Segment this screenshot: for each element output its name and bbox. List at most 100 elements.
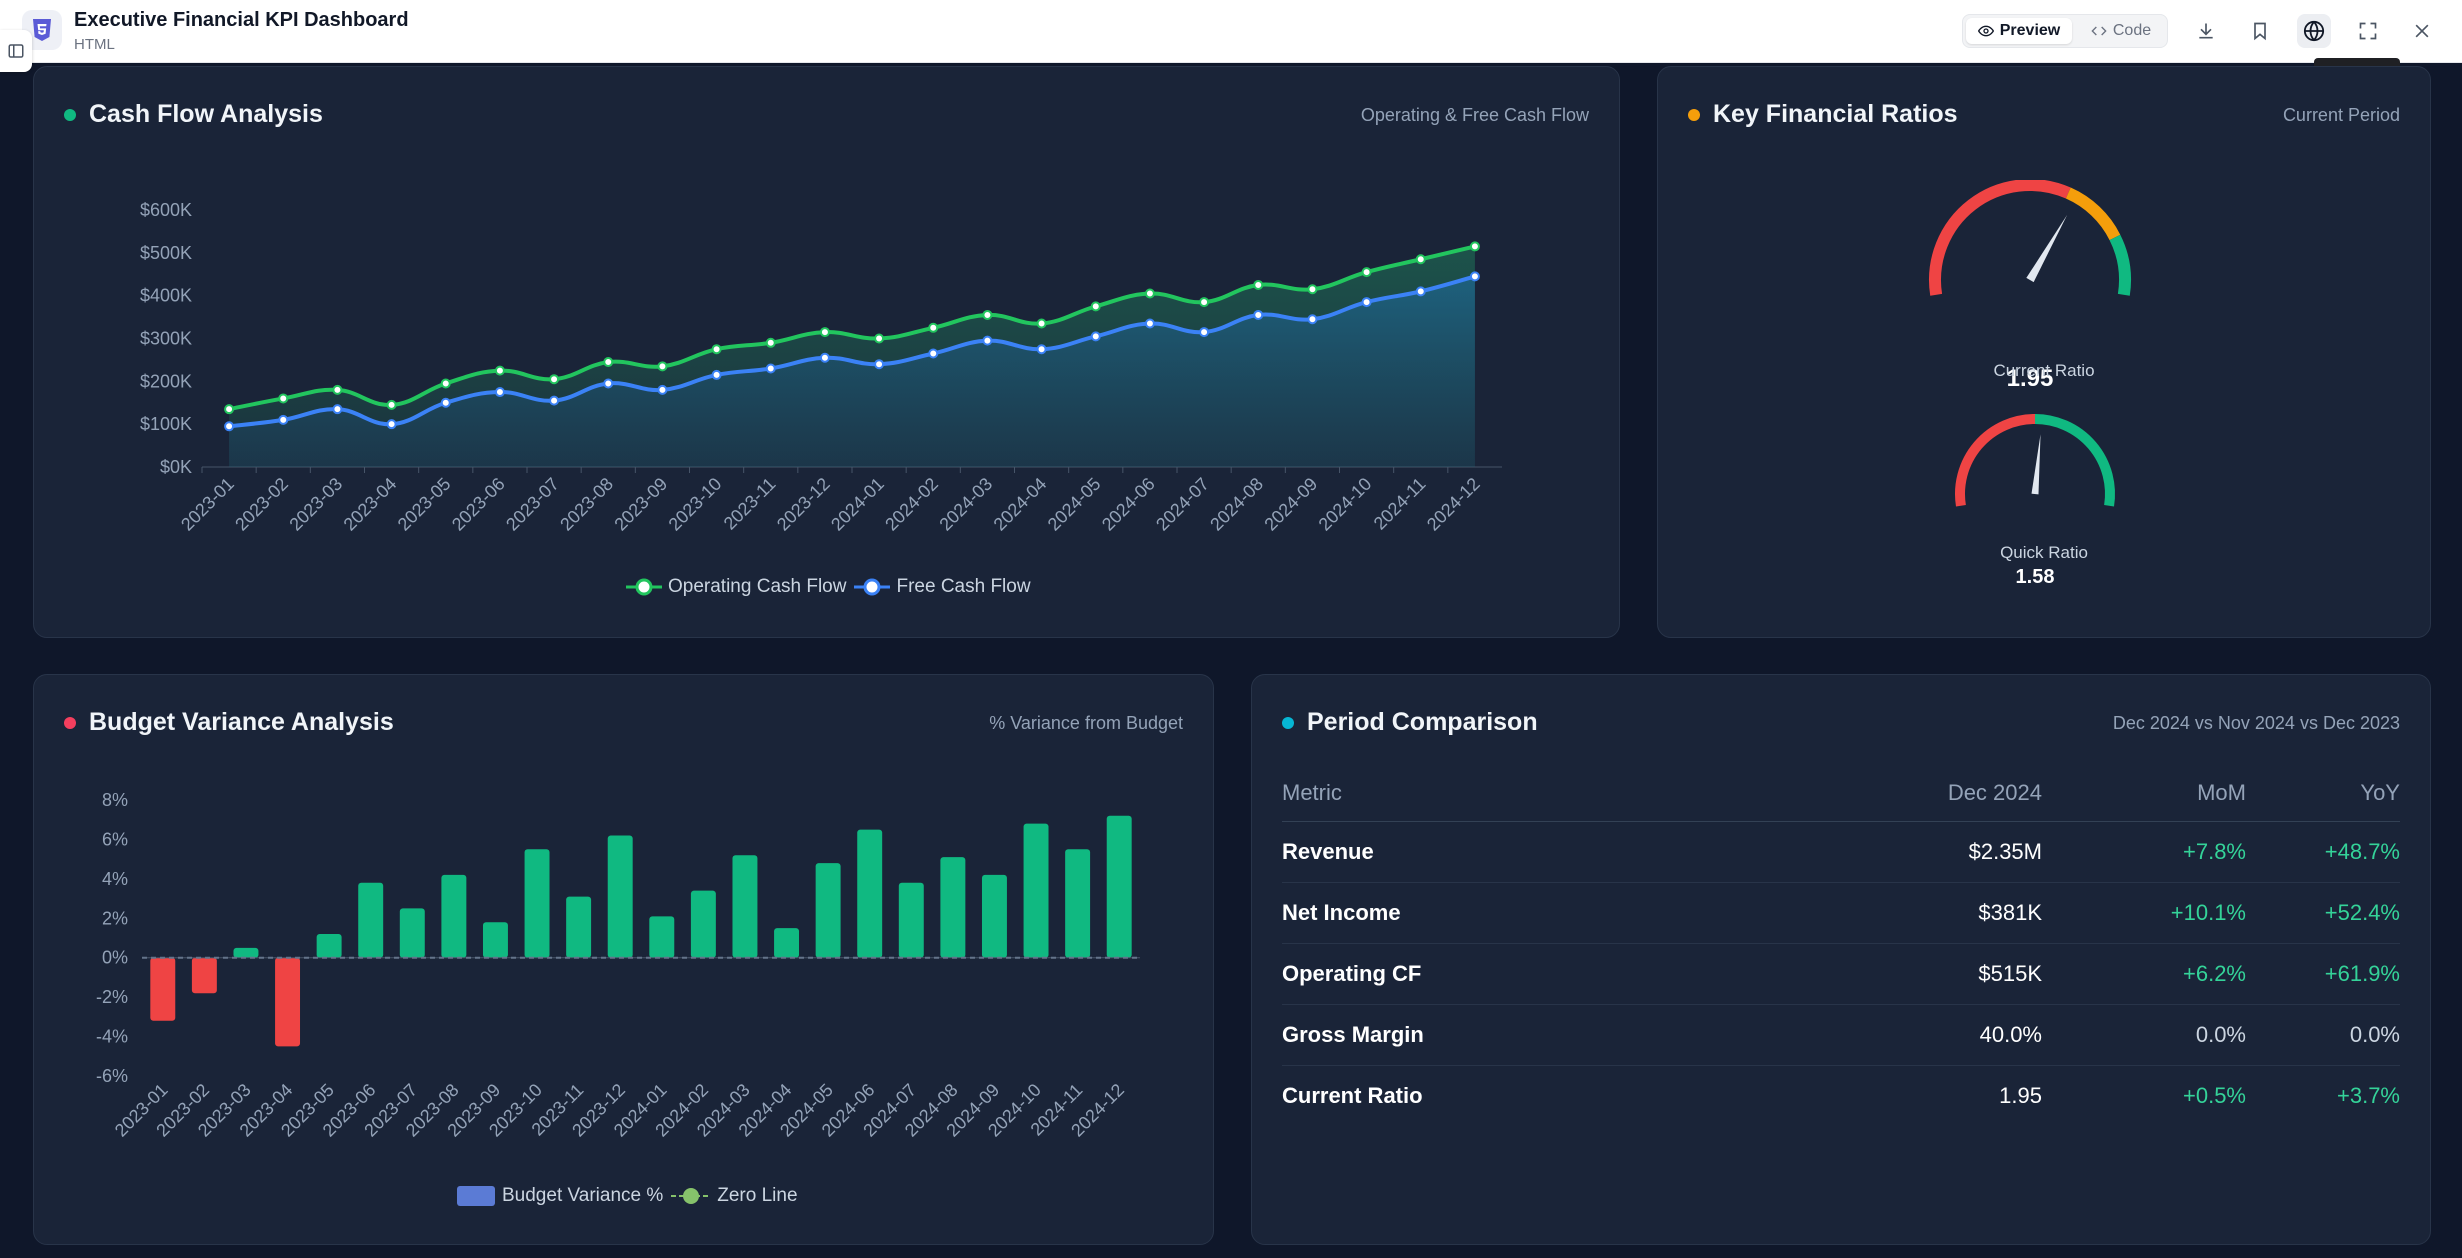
operating-cash-flow-point	[278, 393, 289, 404]
ratios-subtitle: Current Period	[2282, 105, 2400, 125]
variance-bar	[482, 922, 508, 958]
metric-mom: +6.2%	[2042, 943, 2246, 1005]
operating-cash-flow-point	[1199, 297, 1210, 308]
x-tick-label: 2023-06	[448, 474, 509, 535]
metric-yoy: +3.7%	[2337, 1082, 2400, 1108]
ratios-panel: Key Financial Ratios Current Period 1.95…	[1657, 66, 2431, 638]
current-ratio-label: Current Ratio	[1993, 361, 2095, 380]
variance-bar	[566, 896, 592, 958]
status-dot	[64, 716, 76, 729]
share-button[interactable]	[2297, 14, 2331, 48]
variance-bar	[1106, 815, 1132, 958]
y-tick-label: $0K	[160, 457, 192, 477]
eye-icon	[1977, 25, 1994, 37]
cashflow-panel: Cash Flow Analysis Operating & Free Cash…	[33, 66, 1620, 638]
variance-bar	[815, 863, 841, 958]
expand-icon	[2359, 22, 2377, 40]
operating-cash-flow-point	[494, 365, 505, 376]
current-ratio-gauge: 1.95	[1929, 180, 2131, 392]
x-tick-label: 2024-10	[1315, 474, 1376, 535]
legend-operating-cash-flow[interactable]: Operating Cash Flow	[626, 576, 846, 598]
y-tick-label: $400K	[140, 286, 192, 306]
download-button[interactable]	[2189, 14, 2223, 48]
x-tick-label: 2023-09	[610, 474, 671, 535]
y-tick-label: $600K	[140, 200, 192, 220]
variance-bar	[981, 874, 1007, 958]
free-cash-flow-area	[229, 276, 1475, 467]
legend-label: Free Cash Flow	[896, 576, 1031, 597]
operating-cash-flow-point	[765, 337, 776, 348]
operating-cash-flow-point	[1469, 241, 1480, 252]
metric-name: Gross Margin	[1282, 1004, 1842, 1066]
x-tick-label: 2024-03	[935, 474, 996, 535]
variance-bar	[150, 957, 176, 1021]
operating-cash-flow-point	[819, 327, 830, 338]
bookmark-button[interactable]	[2243, 14, 2277, 48]
operating-cash-flow-point	[603, 357, 614, 368]
metric-yoy: +48.7%	[2246, 821, 2400, 883]
cashflow-legend: Operating Cash Flow Free Cash Flow	[626, 576, 1031, 598]
operating-cash-flow-point	[1144, 288, 1155, 299]
x-tick-label: 2023-11	[720, 474, 780, 534]
fullscreen-button[interactable]	[2351, 14, 2385, 48]
y-tick-label: $300K	[140, 329, 192, 349]
comparison-title: Period Comparison	[1282, 708, 1538, 737]
legend-line-marker	[854, 578, 891, 596]
variance-bar	[1023, 823, 1049, 958]
operating-cash-flow-point	[440, 378, 451, 389]
gauge-arc-segment	[2065, 187, 2121, 241]
metric-name: Net Income	[1282, 882, 1842, 944]
operating-cash-flow-point	[982, 309, 993, 320]
y-tick-label: 6%	[102, 829, 128, 849]
y-tick-label: $100K	[140, 414, 192, 434]
metric-value: 1.95	[1999, 1082, 2042, 1108]
download-icon	[2199, 23, 2213, 39]
metric-name: Operating CF	[1282, 943, 1842, 1005]
code-button[interactable]: Code	[2077, 18, 2165, 44]
budget-title: Budget Variance Analysis	[64, 708, 394, 737]
legend-zero-line[interactable]: Zero Line	[671, 1185, 798, 1207]
x-tick-label: 2024-09	[1260, 474, 1321, 535]
variance-bar	[1065, 849, 1091, 958]
y-tick-label: 4%	[102, 869, 128, 889]
quick-ratio-label: Quick Ratio	[2000, 543, 2088, 562]
close-button[interactable]	[2405, 14, 2439, 48]
y-tick-label: -4%	[96, 1027, 128, 1047]
free-cash-flow-point	[494, 387, 505, 398]
operating-cash-flow-point	[386, 399, 397, 410]
free-cash-flow-point	[765, 363, 776, 374]
variance-bar	[358, 882, 384, 958]
x-tick-label: 2023-01	[177, 474, 238, 535]
legend-free-cash-flow[interactable]: Free Cash Flow	[854, 576, 1031, 598]
budget-chart: -6%-4%-2%0%2%4%6%8%2023-012023-022023-03…	[96, 790, 1140, 1141]
x-tick-label: 2024-07	[1152, 474, 1213, 535]
legend-budget-variance[interactable]: Budget Variance %	[456, 1185, 663, 1207]
legend-line-marker	[671, 1188, 712, 1204]
metric-value: 40.0%	[1842, 1004, 2042, 1066]
y-tick-label: -6%	[96, 1066, 128, 1086]
metric-yoy: 0.0%	[2246, 1004, 2400, 1066]
variance-bar	[399, 908, 425, 958]
metric-yoy: +52.4%	[2246, 882, 2400, 944]
free-cash-flow-point	[1036, 344, 1047, 355]
x-tick-label: 2024-01	[827, 474, 888, 535]
x-tick-label: 2024-11	[1370, 474, 1430, 534]
sidebar-toggle-button[interactable]	[0, 30, 32, 72]
operating-cash-flow-point	[549, 374, 560, 385]
variance-bar	[233, 947, 259, 958]
x-tick-label: 2023-02	[231, 474, 292, 535]
operating-cash-flow-point	[1036, 318, 1047, 329]
quick-ratio-value: 1.58	[2016, 566, 2055, 588]
preview-button[interactable]: Preview	[1966, 18, 2072, 44]
free-cash-flow-point	[224, 421, 235, 432]
variance-bar	[690, 890, 716, 958]
globe-icon	[2303, 20, 2325, 42]
free-cash-flow-point	[819, 352, 830, 363]
table-header-row: Metric Dec 2024 MoM YoY	[1282, 765, 2400, 822]
operating-cash-flow-point	[1307, 284, 1318, 295]
cashflow-chart: $0K $100K $200K $300K $400K $500K $600K 2023-01…	[140, 200, 1502, 535]
artifact-type: HTML	[74, 36, 115, 53]
free-cash-flow-point	[1199, 327, 1210, 338]
variance-bar	[898, 882, 924, 958]
comparison-panel: Period Comparison Dec 2024 vs Nov 2024 v…	[1251, 674, 2431, 1245]
